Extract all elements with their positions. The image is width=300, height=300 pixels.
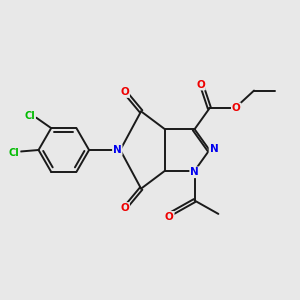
Text: N: N bbox=[209, 143, 218, 154]
Text: O: O bbox=[120, 203, 129, 213]
Text: Cl: Cl bbox=[9, 148, 20, 158]
Text: O: O bbox=[165, 212, 174, 222]
Text: O: O bbox=[232, 103, 241, 113]
Text: Cl: Cl bbox=[24, 111, 35, 121]
Text: O: O bbox=[120, 87, 129, 97]
Text: N: N bbox=[113, 145, 122, 155]
Text: O: O bbox=[196, 80, 205, 90]
Text: N: N bbox=[190, 167, 199, 177]
